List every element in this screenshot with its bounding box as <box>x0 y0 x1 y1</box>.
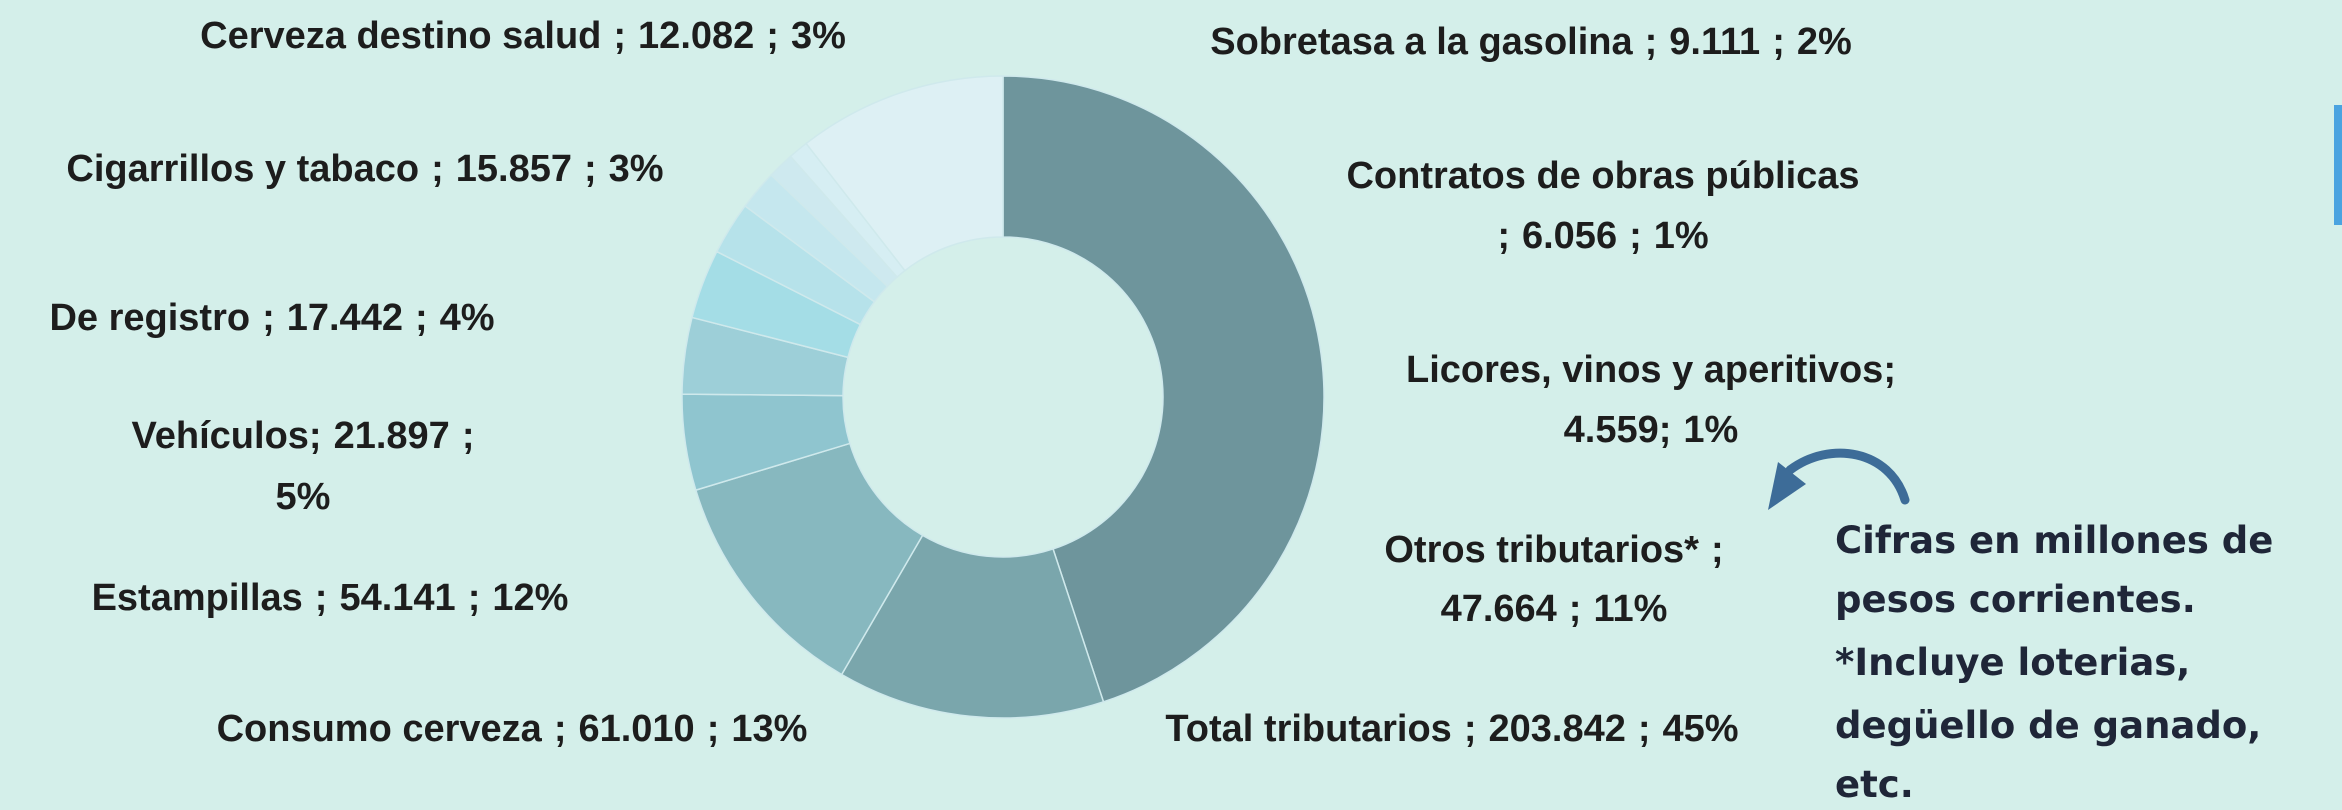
label-percent: 13% <box>731 708 807 750</box>
label-percent: 3% <box>791 15 846 57</box>
decor-bar <box>2334 105 2342 225</box>
label-sep: ; <box>431 148 444 190</box>
slice-label: Contratos de obras públicas <box>1346 155 1859 197</box>
label-sep: ; <box>1638 708 1651 750</box>
label-sep: ; <box>707 708 720 750</box>
label-name: Vehículos <box>132 415 309 457</box>
note-line: degüello de ganado, <box>1835 704 2261 747</box>
slice-label: De registro; 17.442; 4% <box>49 297 494 339</box>
slice-label: Cerveza destino salud; 12.082; 3% <box>200 15 846 57</box>
label-sep: ; <box>1659 409 1672 451</box>
slices <box>681 75 1325 719</box>
label-percent: 12% <box>492 577 568 619</box>
label-sep: ; <box>1772 21 1785 63</box>
note-line: *Incluye loterias, <box>1835 641 2190 684</box>
label-name: Sobretasa a la gasolina <box>1210 21 1633 63</box>
slice-label: 4.559; 1% <box>1564 409 1739 451</box>
label-sep: ; <box>1629 215 1642 257</box>
label-sep: ; <box>1569 588 1582 630</box>
label-name: Cigarrillos y tabaco <box>66 148 419 190</box>
label-name: De registro <box>49 297 250 339</box>
label-name: Cerveza destino salud <box>200 15 601 57</box>
label-name: Contratos de obras públicas <box>1346 155 1859 197</box>
slice-label: Cigarrillos y tabaco; 15.857; 3% <box>66 148 663 190</box>
label-value: 17.442 <box>287 297 403 339</box>
label-sep: ; <box>1645 21 1658 63</box>
label-name: Otros tributarios* <box>1384 529 1699 571</box>
label-value: 61.010 <box>578 708 694 750</box>
label-name: Licores, vinos y aperitivos <box>1406 349 1883 391</box>
label-percent: 3% <box>609 148 664 190</box>
slice <box>1002 75 1325 703</box>
label-percent: 11% <box>1593 588 1667 630</box>
label-percent: 2% <box>1797 21 1852 63</box>
label-name: Total tributarios <box>1165 708 1451 750</box>
label-sep: ; <box>584 148 597 190</box>
label-value: 12.082 <box>638 15 754 57</box>
slice-label: 47.664; 11% <box>1441 588 1668 630</box>
label-sep: ; <box>1711 529 1724 571</box>
label-sep: ; <box>462 415 475 457</box>
label-sep: ; <box>315 577 328 619</box>
label-value: 4.559 <box>1564 409 1659 451</box>
label-value: 9.111 <box>1669 21 1760 63</box>
label-name: Consumo cerveza <box>217 708 543 750</box>
slice-label: Total tributarios; 203.842; 45% <box>1165 708 1738 750</box>
label-percent: 1% <box>1683 409 1738 451</box>
label-sep: ; <box>766 15 779 57</box>
label-value: 203.842 <box>1488 708 1625 750</box>
label-percent: 4% <box>440 297 495 339</box>
label-sep: ; <box>415 297 428 339</box>
label-sep: ; <box>554 708 567 750</box>
label-name: Estampillas <box>92 577 303 619</box>
slice-label: ; 6.056; 1% <box>1497 215 1708 257</box>
label-value: 54.141 <box>339 577 455 619</box>
slice-label: Consumo cerveza; 61.010; 13% <box>217 708 808 750</box>
label-percent: 5% <box>276 476 331 518</box>
label-sep: ; <box>613 15 626 57</box>
label-sep: ; <box>1464 708 1477 750</box>
slice-label: Estampillas; 54.141; 12% <box>92 577 569 619</box>
labels: Total tributarios; 203.842; 45% Consumo cer… <box>49 15 1896 750</box>
label-value: 47.664 <box>1441 588 1557 630</box>
note-line: Cifras en millones de <box>1835 519 2273 562</box>
arrow <box>1785 448 1910 505</box>
label-value: 21.897 <box>334 415 450 457</box>
arrow-head <box>1768 462 1806 510</box>
label-sep: ; <box>309 415 322 457</box>
slice-label: 5% <box>276 476 331 518</box>
note-line: etc. <box>1835 763 1914 806</box>
label-sep: ; <box>1497 215 1510 257</box>
label-percent: 1% <box>1654 215 1709 257</box>
slice-label: Licores, vinos y aperitivos; <box>1406 349 1896 391</box>
label-sep: ; <box>262 297 275 339</box>
label-sep: ; <box>1883 349 1896 391</box>
slice-label: Otros tributarios*; <box>1384 529 1723 571</box>
slice <box>805 75 1004 272</box>
slice <box>840 534 1105 719</box>
slice-label: Vehículos; 21.897; <box>132 415 475 457</box>
note: Cifras en millones de pesos corrientes. *I… <box>1835 519 2273 806</box>
note-line: pesos corrientes. <box>1835 578 2196 621</box>
label-percent: 45% <box>1663 708 1739 750</box>
label-value: 6.056 <box>1522 215 1617 257</box>
label-sep: ; <box>468 577 481 619</box>
label-value: 15.857 <box>456 148 572 190</box>
slice <box>694 442 924 676</box>
slice-label: Sobretasa a la gasolina; 9.111; 2% <box>1210 21 1852 63</box>
